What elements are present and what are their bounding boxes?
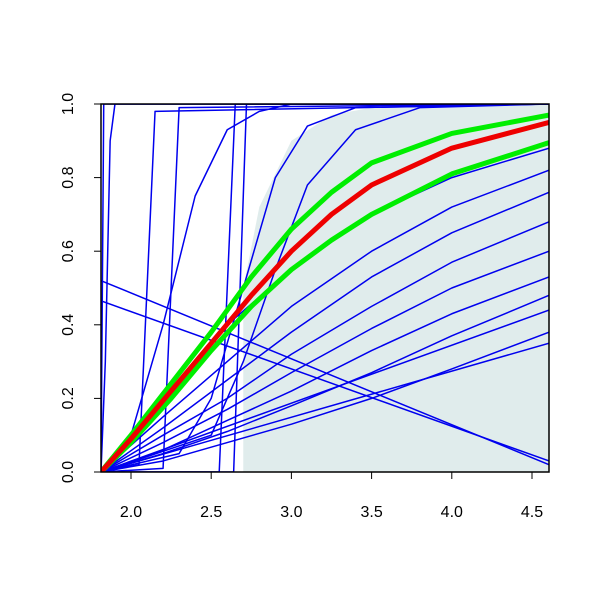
x-tick-label: 2.5 bbox=[200, 504, 222, 521]
curve bbox=[101, 309, 549, 472]
y-tick-label: 0.8 bbox=[60, 166, 77, 188]
curve bbox=[101, 300, 549, 462]
shaded-region bbox=[243, 104, 549, 472]
curve bbox=[101, 104, 549, 472]
curve bbox=[101, 104, 549, 472]
x-tick-label: 3.5 bbox=[360, 504, 382, 521]
curve bbox=[101, 112, 549, 472]
curve bbox=[101, 169, 549, 472]
curve bbox=[101, 250, 549, 472]
curve bbox=[101, 342, 549, 472]
y-tick-label: 0.0 bbox=[60, 461, 77, 483]
curve bbox=[101, 191, 549, 472]
y-tick-label: 0.6 bbox=[60, 240, 77, 262]
curve bbox=[101, 221, 549, 472]
x-tick-label: 3.0 bbox=[280, 504, 302, 521]
x-tick-label: 2.0 bbox=[120, 504, 142, 521]
y-tick-label: 1.0 bbox=[60, 93, 77, 115]
curve bbox=[101, 119, 549, 472]
curve bbox=[101, 331, 549, 472]
curve bbox=[101, 104, 549, 472]
curve bbox=[101, 104, 549, 472]
curve bbox=[101, 104, 549, 472]
y-tick-label: 0.2 bbox=[60, 387, 77, 409]
curve bbox=[101, 104, 549, 472]
x-tick-label: 4.0 bbox=[441, 504, 463, 521]
curve bbox=[101, 140, 549, 472]
x-tick-label: 4.5 bbox=[521, 504, 543, 521]
plot bbox=[101, 104, 549, 472]
y-tick-label: 0.4 bbox=[60, 314, 77, 336]
